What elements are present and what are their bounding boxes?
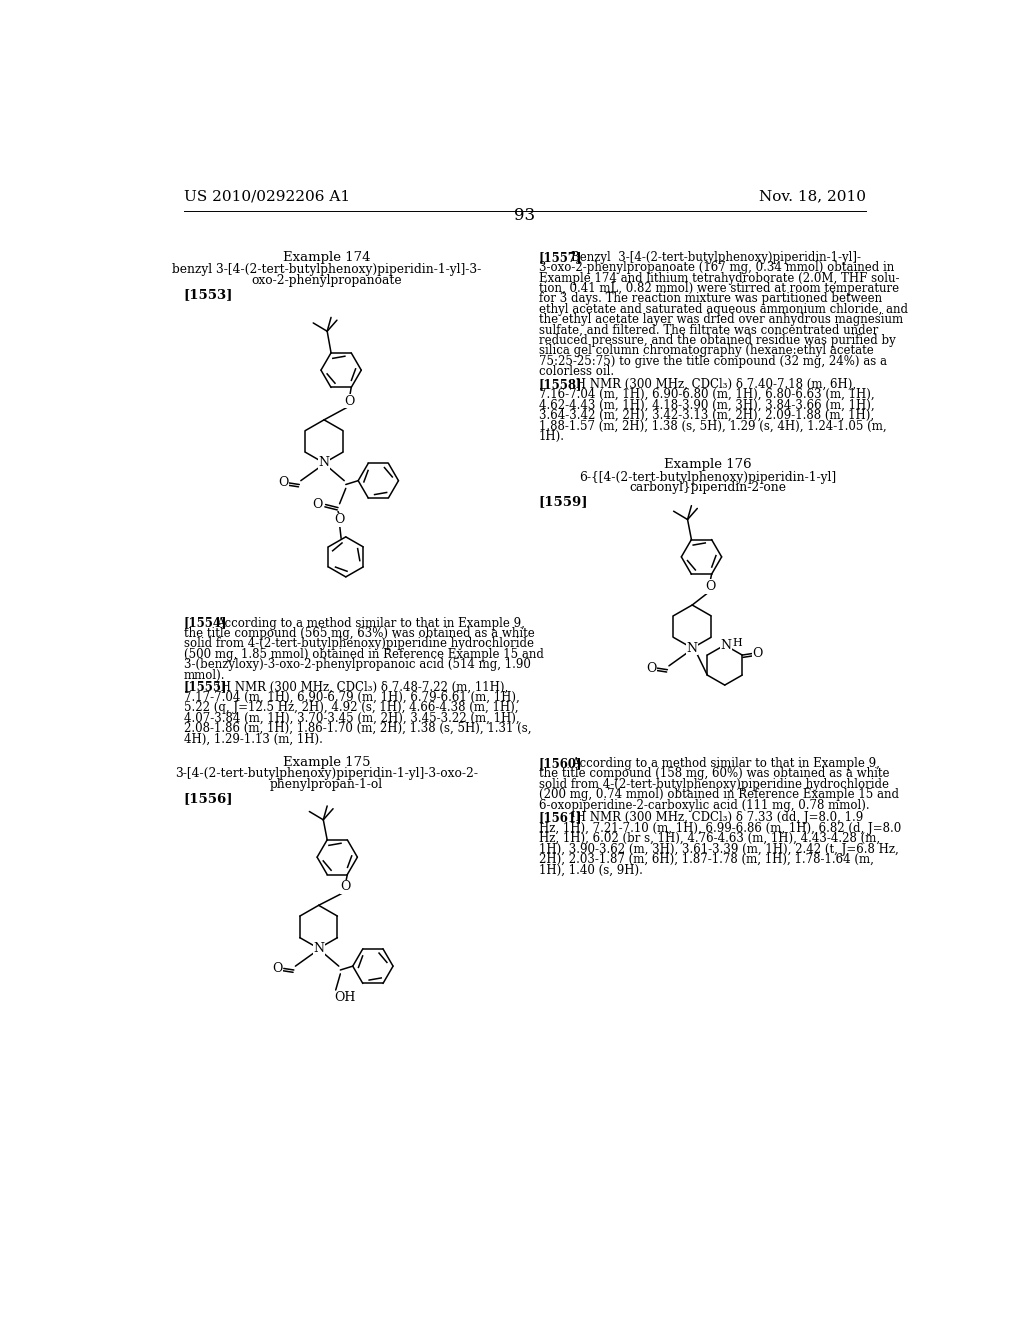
Text: ¹H NMR (300 MHz, CDCl₃) δ 7.40-7.18 (m, 6H),: ¹H NMR (300 MHz, CDCl₃) δ 7.40-7.18 (m, … [571,378,856,391]
Text: Hz, 1H), 7.21-7.10 (m, 1H), 6.99-6.86 (m, 1H), 6.82 (d, J=8.0: Hz, 1H), 7.21-7.10 (m, 1H), 6.99-6.86 (m… [539,822,901,834]
Text: oxo-2-phenylpropanoate: oxo-2-phenylpropanoate [251,275,401,286]
Text: 3.64-3.42 (m, 2H), 3.42-3.13 (m, 2H), 2.09-1.88 (m, 1H),: 3.64-3.42 (m, 2H), 3.42-3.13 (m, 2H), 2.… [539,409,873,422]
Text: 6-{[4-(2-tert-butylphenoxy)piperidin-1-yl]: 6-{[4-(2-tert-butylphenoxy)piperidin-1-y… [580,471,837,483]
Text: 4H), 1.29-1.13 (m, 1H).: 4H), 1.29-1.13 (m, 1H). [183,733,323,746]
Text: reduced pressure, and the obtained residue was purified by: reduced pressure, and the obtained resid… [539,334,896,347]
Text: 2H), 2.03-1.87 (m, 6H), 1.87-1.78 (m, 1H), 1.78-1.64 (m,: 2H), 2.03-1.87 (m, 6H), 1.87-1.78 (m, 1H… [539,853,873,866]
Text: According to a method similar to that in Example 9,: According to a method similar to that in… [571,758,881,770]
Text: [1561]: [1561] [539,812,583,825]
Text: Example 175: Example 175 [283,756,370,770]
Text: N: N [318,457,330,470]
Text: N: N [313,942,325,954]
Text: O: O [312,498,323,511]
Text: O: O [335,513,345,527]
Text: O: O [646,661,656,675]
Text: [1556]: [1556] [183,792,233,805]
Text: [1553]: [1553] [183,288,233,301]
Text: the ethyl acetate layer was dried over anhydrous magnesium: the ethyl acetate layer was dried over a… [539,313,903,326]
Text: 5.22 (q, J=12.5 Hz, 2H), 4.92 (s, 1H), 4.66-4.38 (m, 1H),: 5.22 (q, J=12.5 Hz, 2H), 4.92 (s, 1H), 4… [183,701,518,714]
Text: benzyl 3-[4-(2-tert-butylphenoxy)piperidin-1-yl]-3-: benzyl 3-[4-(2-tert-butylphenoxy)piperid… [172,263,481,276]
Text: tion, 0.41 mL, 0.82 mmol) were stirred at room temperature: tion, 0.41 mL, 0.82 mmol) were stirred a… [539,282,899,294]
Text: O: O [753,647,763,660]
Text: O: O [278,477,288,490]
Text: Benzyl  3-[4-(2-tert-butylphenoxy)piperidin-1-yl]-: Benzyl 3-[4-(2-tert-butylphenoxy)piperid… [571,251,861,264]
Text: ¹H NMR (300 MHz, CDCl₃) δ 7.48-7.22 (m, 11H),: ¹H NMR (300 MHz, CDCl₃) δ 7.48-7.22 (m, … [216,681,509,693]
Text: carbonyl}piperidin-2-one: carbonyl}piperidin-2-one [629,482,786,495]
Text: the title compound (158 mg, 60%) was obtained as a white: the title compound (158 mg, 60%) was obt… [539,767,889,780]
Text: for 3 days. The reaction mixture was partitioned between: for 3 days. The reaction mixture was par… [539,293,882,305]
Text: O: O [272,962,283,975]
Text: mmol).: mmol). [183,668,225,681]
Text: 3-(benzyloxy)-3-oxo-2-phenylpropanoic acid (514 mg, 1.90: 3-(benzyloxy)-3-oxo-2-phenylpropanoic ac… [183,659,530,671]
Text: colorless oil.: colorless oil. [539,366,613,378]
Text: 2.08-1.86 (m, 1H), 1.86-1.70 (m, 2H), 1.38 (s, 5H), 1.31 (s,: 2.08-1.86 (m, 1H), 1.86-1.70 (m, 2H), 1.… [183,722,531,735]
Text: (500 mg, 1.85 mmol) obtained in Reference Example 15 and: (500 mg, 1.85 mmol) obtained in Referenc… [183,648,544,661]
Text: the title compound (565 mg, 63%) was obtained as a white: the title compound (565 mg, 63%) was obt… [183,627,535,640]
Text: Nov. 18, 2010: Nov. 18, 2010 [759,189,866,203]
Text: 4.62-4.43 (m, 1H), 4.18-3.90 (m, 3H), 3.84-3.66 (m, 1H),: 4.62-4.43 (m, 1H), 4.18-3.90 (m, 3H), 3.… [539,399,874,412]
Text: 93: 93 [514,207,536,224]
Text: 3-[4-(2-tert-butylphenoxy)piperidin-1-yl]-3-oxo-2-: 3-[4-(2-tert-butylphenoxy)piperidin-1-yl… [175,767,478,780]
Text: Example 174 and lithium tetrahydroborate (2.0M, THF solu-: Example 174 and lithium tetrahydroborate… [539,272,899,285]
Text: US 2010/0292206 A1: US 2010/0292206 A1 [183,189,350,203]
Text: ethyl acetate and saturated aqueous ammonium chloride, and: ethyl acetate and saturated aqueous ammo… [539,302,907,315]
Text: Example 176: Example 176 [664,458,752,471]
Text: ¹H NMR (300 MHz, CDCl₃) δ 7.33 (dd, J=8.0, 1.9: ¹H NMR (300 MHz, CDCl₃) δ 7.33 (dd, J=8.… [571,812,863,825]
Text: [1555]: [1555] [183,681,227,693]
Text: (200 mg, 0.74 mmol) obtained in Reference Example 15 and: (200 mg, 0.74 mmol) obtained in Referenc… [539,788,899,801]
Text: 7.16-7.04 (m, 1H), 6.90-6.80 (m, 1H), 6.80-6.63 (m, 1H),: 7.16-7.04 (m, 1H), 6.90-6.80 (m, 1H), 6.… [539,388,874,401]
Text: [1560]: [1560] [539,758,583,770]
Text: [1558]: [1558] [539,378,583,391]
Text: silica gel column chromatography (hexane:ethyl acetate: silica gel column chromatography (hexane… [539,345,873,358]
Text: 75:25-25:75) to give the title compound (32 mg, 24%) as a: 75:25-25:75) to give the title compound … [539,355,887,368]
Text: [1559]: [1559] [539,495,588,508]
Text: N: N [687,642,697,655]
Text: O: O [344,395,355,408]
Text: 1H).: 1H). [539,430,565,442]
Text: OH: OH [334,991,355,1005]
Text: O: O [705,579,715,593]
Text: 6-oxopiperidine-2-carboxylic acid (111 mg, 0.78 mmol).: 6-oxopiperidine-2-carboxylic acid (111 m… [539,799,869,812]
Text: solid from 4-(2-tert-butylphenoxy)piperidine hydrochloride: solid from 4-(2-tert-butylphenoxy)piperi… [539,777,889,791]
Text: 1H), 3.90-3.62 (m, 3H), 3.61-3.39 (m, 1H), 2.42 (t, J=6.8 Hz,: 1H), 3.90-3.62 (m, 3H), 3.61-3.39 (m, 1H… [539,842,898,855]
Text: 4.07-3.84 (m, 1H), 3.70-3.45 (m, 2H), 3.45-3.22 (m, 1H),: 4.07-3.84 (m, 1H), 3.70-3.45 (m, 2H), 3.… [183,711,519,725]
Text: Hz, 1H), 6.02 (br s, 1H), 4.76-4.63 (m, 1H), 4.43-4.28 (m,: Hz, 1H), 6.02 (br s, 1H), 4.76-4.63 (m, … [539,832,880,845]
Text: 1H), 1.40 (s, 9H).: 1H), 1.40 (s, 9H). [539,863,643,876]
Text: Example 174: Example 174 [283,251,370,264]
Text: N: N [721,639,732,652]
Text: 1.88-1.57 (m, 2H), 1.38 (s, 5H), 1.29 (s, 4H), 1.24-1.05 (m,: 1.88-1.57 (m, 2H), 1.38 (s, 5H), 1.29 (s… [539,420,887,433]
Text: 3-oxo-2-phenylpropanoate (167 mg, 0.34 mmol) obtained in: 3-oxo-2-phenylpropanoate (167 mg, 0.34 m… [539,261,894,275]
Text: [1554]: [1554] [183,616,227,630]
Text: phenylpropan-1-ol: phenylpropan-1-ol [270,777,383,791]
Text: According to a method similar to that in Example 9,: According to a method similar to that in… [216,616,525,630]
Text: [1557]: [1557] [539,251,583,264]
Text: 7.17-7.04 (m, 1H), 6.90-6.79 (m, 1H), 6.79-6.61 (m, 1H),: 7.17-7.04 (m, 1H), 6.90-6.79 (m, 1H), 6.… [183,690,519,704]
Text: solid from 4-(2-tert-butylphenoxy)piperidine hydrochloride: solid from 4-(2-tert-butylphenoxy)piperi… [183,638,534,651]
Text: H: H [732,638,742,648]
Text: sulfate, and filtered. The filtrate was concentrated under: sulfate, and filtered. The filtrate was … [539,323,878,337]
Text: O: O [341,880,351,894]
